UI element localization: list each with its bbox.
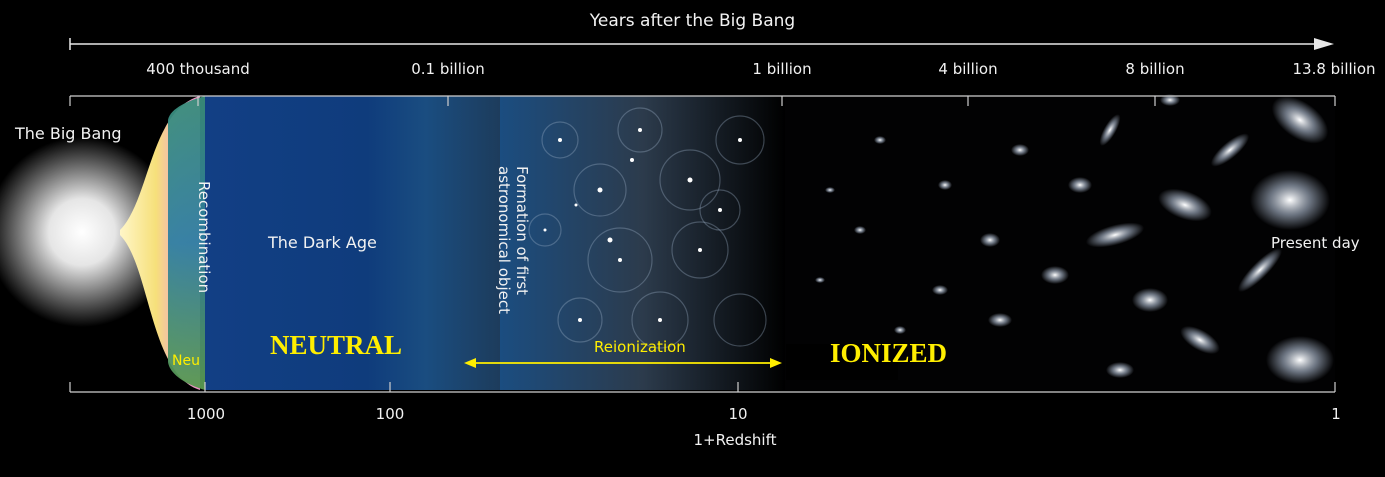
redshift-tick-label: 10 (728, 405, 748, 423)
dark-age-region (205, 96, 500, 390)
first-stars (543, 128, 742, 322)
time-tick-label: 400 thousand (146, 60, 250, 78)
big-bang-glow (0, 137, 177, 327)
time-tick-label: 4 billion (938, 60, 998, 78)
redshift-tick-label: 100 (375, 405, 405, 423)
time-tick-label: 13.8 billion (1292, 60, 1376, 78)
big-bang-label: The Big Bang (15, 124, 122, 143)
label-mask-right (786, 344, 898, 380)
ionized-region-label: IONIZED (830, 338, 948, 368)
time-tick-marks (69, 95, 1336, 106)
redshift-tick-marks (69, 382, 1336, 393)
recombination-label: Recombination (195, 181, 213, 294)
time-tick-label: 8 billion (1125, 60, 1185, 78)
ionized-bubbles (528, 107, 767, 349)
redshift-axis-label: 1+Redshift (693, 431, 777, 449)
reionization-label: Reionization (594, 338, 686, 356)
dark-age-label: The Dark Age (268, 233, 377, 252)
neutral-partial-label: Neu (172, 353, 200, 369)
reionization-arrow-right-head (770, 358, 782, 368)
time-tick-label: 1 billion (752, 60, 812, 78)
cmb-surface (168, 96, 205, 390)
neutral-region-label: NEUTRAL (270, 330, 403, 360)
time-tick-label: 0.1 billion (411, 60, 485, 78)
time-axis-arrow (1314, 38, 1334, 50)
reionization-arrow-left-head (464, 358, 476, 368)
reionization-region (500, 96, 785, 390)
first-objects-label: Formation of first astronomical object (495, 166, 531, 314)
time-axis (69, 38, 1318, 50)
redshift-tick-label: 1 (1331, 405, 1341, 423)
redshift-tick-label: 1000 (186, 405, 226, 423)
first-objects-label-line2: astronomical object (495, 166, 513, 314)
first-objects-label-line1: Formation of first (513, 166, 531, 296)
present-day-label: Present day (1271, 234, 1360, 252)
label-mask-left (17, 344, 139, 379)
time-axis-title: Years after the Big Bang (589, 11, 796, 31)
galaxies (815, 94, 1334, 384)
